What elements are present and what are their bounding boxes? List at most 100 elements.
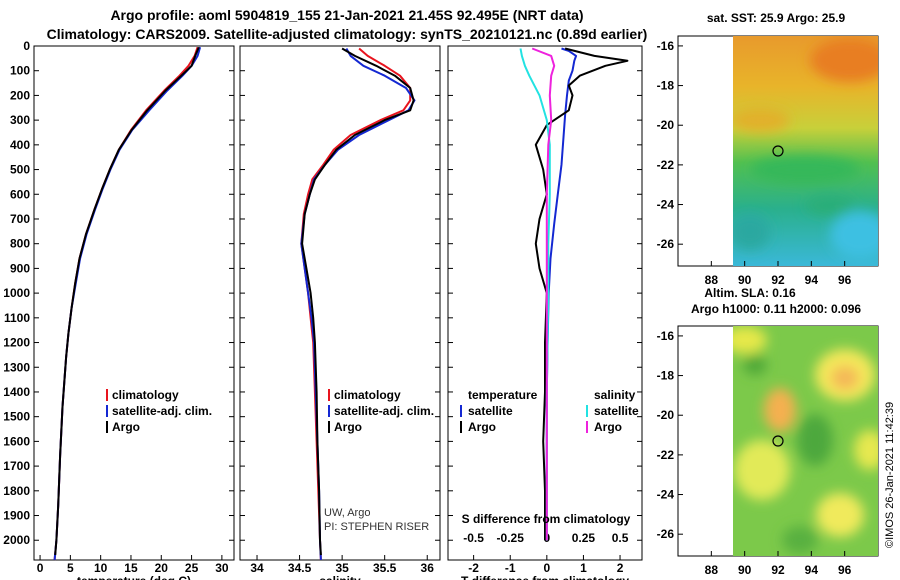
sst-argo-position-marker [772,145,784,157]
sst-field [733,36,878,266]
x-tick-label: 25 [185,561,199,575]
lon-tick-label: 90 [738,563,752,577]
sla-map-title-line2: Argo h1000: 0.11 h2000: 0.096 [691,302,861,316]
x-axis-label: salinity [319,574,361,580]
x-tick-label: -2 [468,561,479,575]
legend-salinity-argo-label: Argo [594,420,622,434]
depth-tick-label: 300 [10,113,30,127]
lon-tick-label: 88 [705,273,719,287]
depth-tick-label: 100 [10,64,30,78]
lon-tick-label: 94 [805,273,819,287]
depth-tick-label: 1200 [3,336,30,350]
depth-tick-label: 1600 [3,434,30,448]
plot-frame [33,45,235,561]
legend-satellite-label: satellite-adj. clim. [334,404,434,418]
sla-map-axes: 88 90 92 94 96 -16 -18 -20 -22 -24 -26 [657,329,852,577]
x-axis-label: temperature (deg C) [77,574,191,580]
salinity-legend: climatology satellite-adj. clim. Argo UW… [324,388,434,533]
lat-tick-label: -20 [657,118,675,132]
sla-field [733,326,878,556]
legend-argo-label: Argo [112,420,140,434]
temperature-legend: climatology satellite-adj. clim. Argo [106,388,212,434]
depth-tick-label: 1800 [3,484,30,498]
principal-investigator-annotation: PI: STEPHEN RISER [324,521,429,533]
lat-tick-label: -16 [657,39,675,53]
lon-tick-label: 96 [838,273,852,287]
lat-tick-label: -26 [657,237,675,251]
sla-map-title-line1: Altim. SLA: 0.16 [704,286,796,300]
x-tick-label: 35.5 [373,561,397,575]
depth-tick-label: 800 [10,237,30,251]
top-x-tick-label: -0.5 [463,531,484,545]
legend-temperature-argo-label: Argo [468,420,496,434]
x-tick-label: 0 [37,561,44,575]
legend-salinity-satellite-swatch [586,405,588,417]
sst-map-title: sat. SST: 25.9 Argo: 25.9 [707,11,846,25]
difference-legend: temperature salinity satellite Argo sate… [460,388,639,526]
sst-map-axes: 88 90 92 94 96 -16 -18 -20 -22 -24 -26 [657,39,852,287]
lon-tick-label: 92 [771,563,785,577]
figure-title-line2: Climatology: CARS2009. Satellite-adjuste… [47,26,648,42]
float-owner-annotation: UW, Argo [324,507,370,519]
legend-temperature-satellite-label: satellite [468,404,513,418]
lon-tick-label: 90 [738,273,752,287]
lon-tick-label: 96 [838,563,852,577]
depth-tick-label: 1900 [3,509,30,523]
figure-title-line1: Argo profile: aoml 5904819_155 21-Jan-20… [110,7,583,23]
lat-tick-label: -20 [657,408,675,422]
series-line-temperature-argo [534,47,629,541]
lat-tick-label: -18 [657,79,675,93]
imos-credit: ©IMOS 26-Jan-2021 11:42:39 [884,402,896,548]
depth-tick-label: 1100 [4,311,30,325]
legend-argo-swatch [106,421,108,433]
legend-temperature-satellite-swatch [460,405,462,417]
series-line-argo [54,46,200,556]
x-tick-label: 2 [617,561,624,575]
legend-satellite-swatch [106,405,108,417]
top-axis-label: S difference from climatology [462,512,631,526]
legend-satellite-swatch [328,405,330,417]
legend-temperature-argo-swatch [460,421,462,433]
x-tick-label: 0 [543,561,550,575]
legend-salinity-header: salinity [594,388,636,402]
depth-tick-label: 1300 [3,360,30,374]
lat-tick-label: -16 [657,329,675,343]
x-tick-label: 1 [580,561,587,575]
depth-tick-label: 1400 [3,385,30,399]
depth-tick-label: 2000 [3,533,30,547]
series-line-argo [301,47,415,556]
lat-tick-label: -26 [657,527,675,541]
sla-argo-position-marker [772,435,784,447]
lat-tick-label: -24 [657,488,675,502]
x-tick-label: 15 [124,561,138,575]
lon-tick-label: 92 [771,273,785,287]
x-tick-label: 10 [94,561,108,575]
legend-salinity-satellite-label: satellite [594,404,639,418]
plot-frame [239,45,441,561]
legend-climatology-label: climatology [112,388,179,402]
legend-salinity-argo-swatch [586,421,588,433]
legend-argo-swatch [328,421,330,433]
series-line-salinity-satellite [519,48,551,541]
legend-climatology-swatch [328,389,330,401]
lat-tick-label: -22 [657,158,675,172]
top-x-tick-label: 0.5 [612,531,629,545]
x-tick-label: 36 [421,561,435,575]
depth-tick-label: 900 [10,261,30,275]
legend-argo-label: Argo [334,420,362,434]
legend-temperature-header: temperature [468,388,538,402]
x-axis-label: T difference from climatology [461,574,629,580]
x-tick-label: 5 [67,561,74,575]
sla-map: Altim. SLA: 0.16 Argo h1000: 0.11 h2000:… [657,286,879,577]
top-x-tick-label: -0.25 [497,531,525,545]
legend-climatology-swatch [106,389,108,401]
x-tick-label: 30 [215,561,229,575]
depth-tick-label: 0 [23,39,30,53]
depth-tick-label: 400 [10,138,30,152]
lon-tick-label: 94 [805,563,819,577]
depth-tick-label: 1000 [3,286,30,300]
series-line-salinity-argo [531,47,556,541]
